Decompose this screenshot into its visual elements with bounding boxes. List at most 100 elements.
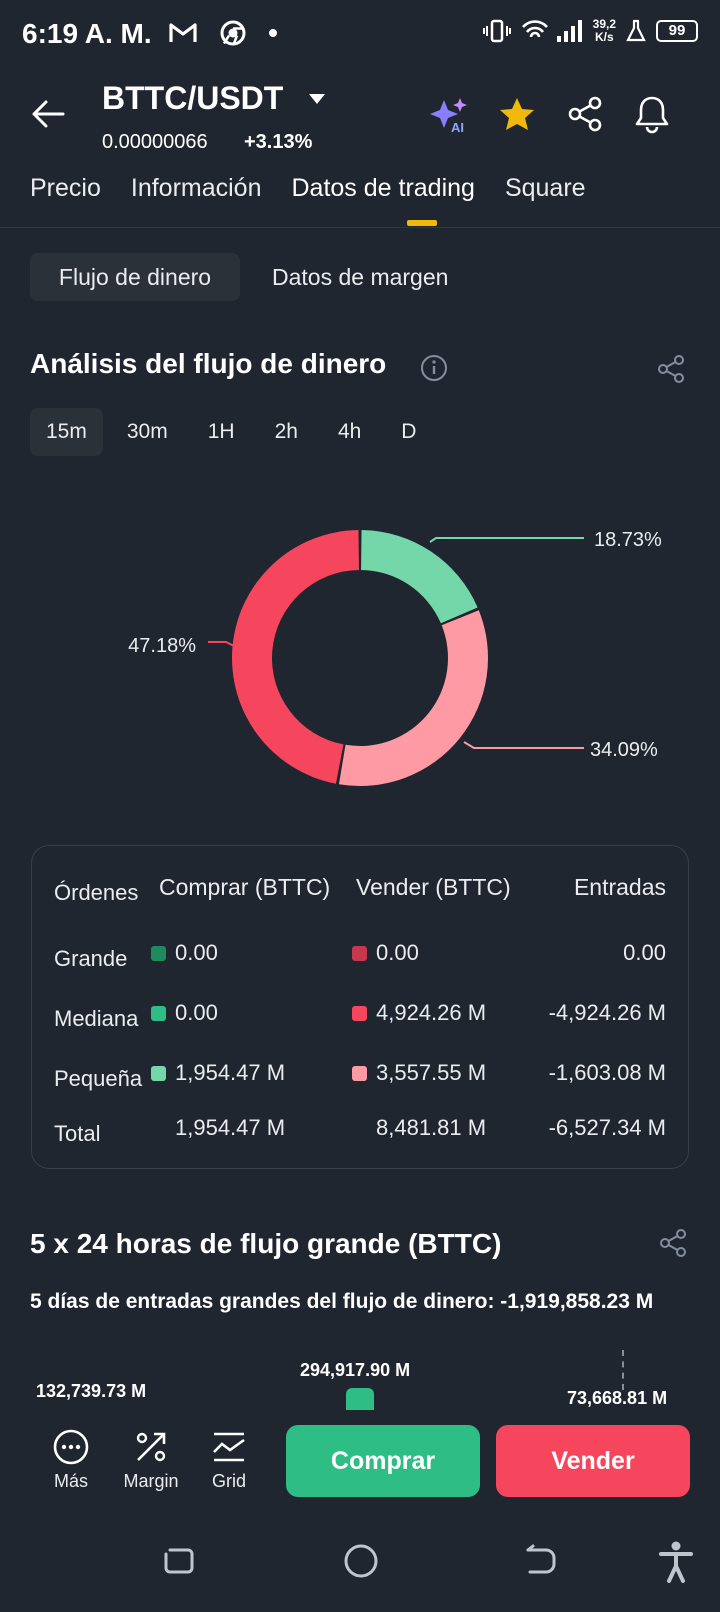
- slice-label: 47.18%: [128, 635, 196, 657]
- slice-leader-line: [463, 741, 584, 749]
- net-speed: 39,2 K/s: [592, 17, 616, 44]
- battery-icon: 99: [656, 20, 698, 42]
- flask-icon: [626, 19, 646, 42]
- money-flow-title: Análisis del flujo de dinero: [30, 348, 387, 379]
- row-buy: 0.00: [175, 1000, 218, 1025]
- slice-leader-line: [429, 537, 584, 543]
- chrome-icon: [220, 20, 246, 46]
- more-label: Más: [53, 1471, 88, 1491]
- status-system-icons: 39,2 K/s 99: [482, 17, 698, 44]
- row-inflow: -6,527.34 M: [548, 1115, 666, 1140]
- more-icon: [53, 1429, 89, 1465]
- sell-color-swatch: [352, 1066, 367, 1081]
- last-price: 0.00000066: [102, 131, 208, 153]
- row-label: Grande: [54, 946, 128, 971]
- buy-color-swatch: [151, 1066, 166, 1081]
- row-label: Pequeña: [54, 1066, 143, 1091]
- period-4h[interactable]: 4h: [337, 420, 362, 443]
- subtab-money-flow[interactable]: Flujo de dinero: [30, 253, 240, 301]
- margin-label: Margin: [123, 1471, 179, 1491]
- back-arrow-icon[interactable]: [30, 98, 66, 130]
- ai-sparkle-icon[interactable]: AI: [430, 96, 472, 136]
- share-icon[interactable]: [566, 96, 604, 132]
- row-inflow: 0.00: [623, 940, 666, 965]
- wifi-signal-icon: [521, 20, 582, 42]
- bar-label-2: 294,917.90 M: [300, 1360, 411, 1380]
- info-icon[interactable]: [420, 354, 448, 382]
- crosshair-line: [622, 1350, 624, 1390]
- margin-icon: [136, 1432, 166, 1462]
- subtab-margin-data[interactable]: Datos de margen: [272, 264, 449, 290]
- money-flow-donut-chart: 18.73% 34.09% 47.18%: [128, 529, 662, 786]
- donut-slice[interactable]: [231, 530, 359, 784]
- active-tab-indicator: [407, 220, 437, 226]
- row-sell: 4,924.26 M: [376, 1000, 487, 1025]
- tab-informacion[interactable]: Información: [130, 174, 262, 202]
- dot-icon: [269, 29, 277, 37]
- slice-label: 18.73%: [594, 529, 662, 551]
- vibrate-icon: [482, 19, 511, 43]
- price-change: +3.13%: [244, 131, 313, 153]
- more-button[interactable]: Más: [44, 1428, 98, 1492]
- sell-color-swatch: [352, 946, 367, 961]
- header-inflow: Entradas: [573, 874, 666, 900]
- row-label: Mediana: [54, 1006, 139, 1031]
- bell-icon[interactable]: [634, 94, 670, 134]
- share-large-flow-icon[interactable]: [658, 1228, 688, 1258]
- chevron-down-icon[interactable]: [307, 92, 327, 106]
- period-d[interactable]: D: [401, 420, 417, 443]
- system-nav-bar: [0, 1520, 720, 1612]
- tab-precio[interactable]: Precio: [30, 174, 101, 202]
- slice-leader-line: [208, 641, 235, 647]
- buy-color-swatch: [151, 946, 166, 961]
- header-orders: Órdenes: [54, 880, 139, 905]
- recent-apps-icon[interactable]: [162, 1544, 196, 1578]
- large-flow-summary: 5 días de entradas grandes del flujo de …: [30, 1290, 654, 1313]
- sell-button[interactable]: Vender: [496, 1425, 690, 1497]
- slice-label: 34.09%: [590, 739, 658, 761]
- row-label: Total: [54, 1121, 101, 1146]
- bar-label-3: 73,668.81 M: [567, 1388, 668, 1408]
- header-buy: Comprar (BTTC): [159, 874, 331, 900]
- row-inflow: -1,603.08 M: [548, 1060, 666, 1085]
- bar-label-1: 132,739.73 M: [36, 1381, 147, 1401]
- large-flow-title: 5 x 24 horas de flujo grande (BTTC): [30, 1228, 502, 1259]
- main-tabs: Precio Información Datos de trading Squa…: [30, 174, 586, 203]
- period-selector: 15m 30m 1H 2h 4h D: [30, 408, 432, 456]
- grid-button[interactable]: Grid: [204, 1428, 254, 1492]
- home-icon[interactable]: [342, 1542, 380, 1580]
- row-sell: 8,481.81 M: [376, 1115, 487, 1140]
- donut-slice[interactable]: [338, 610, 489, 786]
- period-15m[interactable]: 15m: [30, 408, 103, 456]
- period-1h[interactable]: 1H: [207, 420, 235, 443]
- gmail-icon: [169, 23, 197, 42]
- svg-text:AI: AI: [451, 120, 464, 135]
- row-sell: 0.00: [376, 940, 419, 965]
- status-time: 6:19 A. M.: [22, 18, 152, 49]
- row-buy: 0.00: [175, 940, 218, 965]
- buy-button[interactable]: Comprar: [286, 1425, 480, 1497]
- row-buy: 1,954.47 M: [175, 1115, 286, 1140]
- tab-datos-trading[interactable]: Datos de trading: [291, 174, 475, 202]
- back-nav-icon[interactable]: [524, 1544, 558, 1578]
- grid-icon: [213, 1432, 245, 1462]
- row-buy: 1,954.47 M: [175, 1060, 286, 1085]
- donut-slice[interactable]: [361, 530, 478, 624]
- buy-color-swatch: [151, 1006, 166, 1021]
- share-flow-icon[interactable]: [656, 354, 686, 384]
- pair-title[interactable]: BTTC/USDT: [102, 80, 284, 116]
- accessibility-icon[interactable]: [658, 1540, 694, 1584]
- sell-color-swatch: [352, 1006, 367, 1021]
- period-2h[interactable]: 2h: [274, 420, 298, 443]
- period-30m[interactable]: 30m: [126, 420, 168, 443]
- margin-button[interactable]: Margin: [116, 1428, 186, 1492]
- header-sell: Vender (BTTC): [356, 874, 511, 900]
- grid-label: Grid: [211, 1471, 246, 1491]
- tab-square[interactable]: Square: [504, 174, 586, 202]
- row-inflow: -4,924.26 M: [548, 1000, 666, 1025]
- status-notification-icons: [168, 20, 278, 46]
- header-divider: [0, 227, 720, 228]
- favorite-star-icon[interactable]: [498, 96, 536, 132]
- orders-table: [31, 845, 689, 1169]
- row-sell: 3,557.55 M: [376, 1060, 487, 1085]
